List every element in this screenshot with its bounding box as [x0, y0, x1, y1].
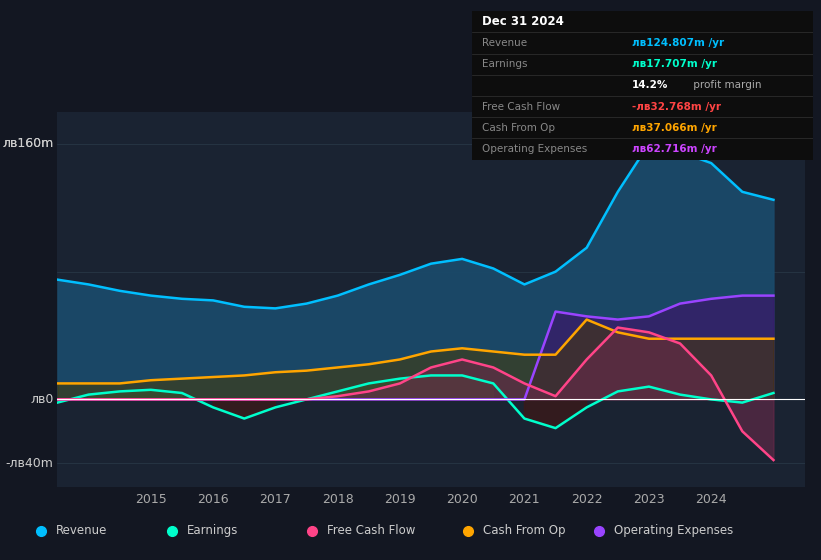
Text: лв37.066m /yr: лв37.066m /yr	[632, 123, 717, 133]
Text: Cash From Op: Cash From Op	[482, 123, 555, 133]
Text: лв0: лв0	[30, 393, 53, 406]
Text: Operating Expenses: Operating Expenses	[482, 144, 588, 154]
Text: Revenue: Revenue	[56, 524, 108, 538]
Text: 14.2%: 14.2%	[632, 81, 668, 90]
Text: лв62.716m /yr: лв62.716m /yr	[632, 144, 717, 154]
Text: Cash From Op: Cash From Op	[483, 524, 565, 538]
Text: Revenue: Revenue	[482, 38, 527, 48]
Text: profit margin: profit margin	[690, 81, 762, 90]
Text: -лв40m: -лв40m	[6, 457, 53, 470]
Text: Earnings: Earnings	[482, 59, 528, 69]
Text: Operating Expenses: Operating Expenses	[614, 524, 733, 538]
Text: лв124.807m /yr: лв124.807m /yr	[632, 38, 724, 48]
Text: лв160m: лв160m	[2, 137, 53, 151]
Text: -лв32.768m /yr: -лв32.768m /yr	[632, 101, 721, 111]
Text: лв17.707m /yr: лв17.707m /yr	[632, 59, 718, 69]
Text: Free Cash Flow: Free Cash Flow	[327, 524, 415, 538]
Text: Free Cash Flow: Free Cash Flow	[482, 101, 561, 111]
Text: лв160m: лв160m	[2, 137, 53, 151]
Text: Earnings: Earnings	[187, 524, 239, 538]
Text: Dec 31 2024: Dec 31 2024	[482, 15, 564, 29]
